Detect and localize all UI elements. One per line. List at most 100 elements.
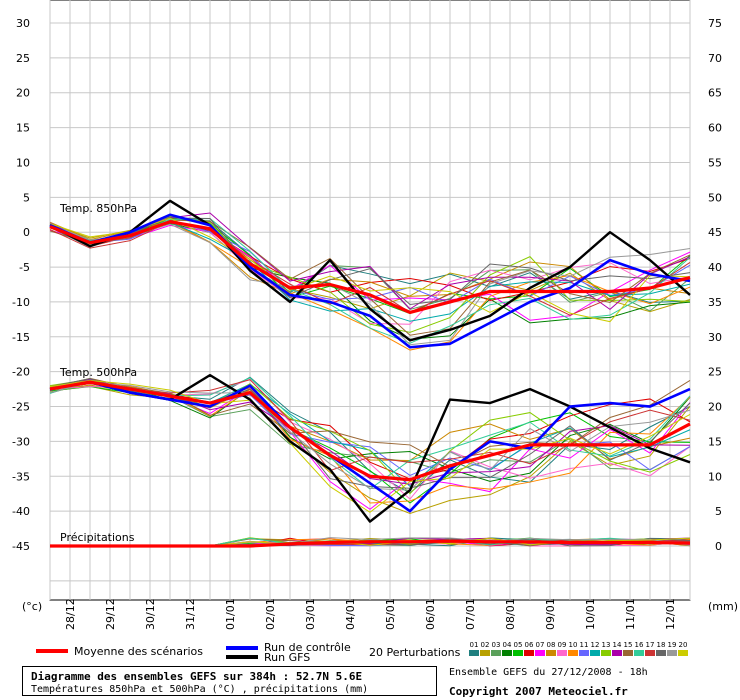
perturbation-swatch — [480, 650, 490, 656]
info-box: Diagramme des ensembles GEFS sur 384h : … — [22, 666, 437, 696]
run-info: Ensemble GEFS du 27/12/2008 - 18h — [449, 667, 648, 678]
left-unit-label: (°c) — [22, 600, 42, 613]
perturbation-number: 07 — [536, 641, 545, 649]
control-run-line-t500 — [49, 380, 691, 513]
right-tick-label: 40 — [708, 261, 722, 274]
perturbation-line — [49, 224, 691, 321]
right-tick-label: 35 — [708, 296, 722, 309]
perturbation-number: 09 — [558, 641, 567, 649]
legend-gfs-label: Run GFS — [264, 651, 310, 664]
perturbation-number: 10 — [569, 641, 578, 649]
left-tick-label: -5 — [19, 261, 30, 274]
perturbation-number: 01 — [470, 641, 479, 649]
perturbation-swatch — [645, 650, 655, 656]
perturbation-swatch — [667, 650, 677, 656]
x-tick-label: 12/01 — [664, 598, 677, 630]
right-tick-label: 10 — [708, 470, 722, 483]
perturbation-swatch — [678, 650, 688, 656]
right-tick-label: 20 — [708, 401, 722, 414]
right-tick-label: 30 — [708, 331, 722, 344]
perturbation-swatch — [502, 650, 512, 656]
legend: Moyenne des scénarios Run de contrôle Ru… — [36, 641, 688, 664]
legend-control-label: Run de contrôle — [264, 641, 351, 654]
left-tick-label: 5 — [23, 191, 30, 204]
copyright: Copyright 2007 Meteociel.fr — [449, 685, 628, 698]
main-series-lines — [49, 199, 691, 548]
left-axis-ticks: 30 25 20 15 10 5 0 -5 -10 -15 -20 -25 -30 -35 -40 -45 — [12, 17, 30, 553]
control-run-line-t850 — [49, 213, 691, 349]
left-tick-label: -10 — [12, 296, 30, 309]
perturbation-swatch — [634, 650, 644, 656]
x-tick-label: 10/01 — [584, 598, 597, 630]
right-tick-label: 5 — [715, 505, 722, 518]
left-tick-label: -20 — [12, 366, 30, 379]
x-tick-label: 02/01 — [264, 598, 277, 630]
right-tick-label: 15 — [708, 435, 722, 448]
perturbation-number: 02 — [481, 641, 490, 649]
perturbation-swatch — [601, 650, 611, 656]
left-tick-label: 0 — [23, 226, 30, 239]
left-tick-label: 20 — [16, 87, 30, 100]
right-tick-label: 60 — [708, 122, 722, 135]
x-tick-label: 28/12 — [64, 598, 77, 630]
perturbation-number: 19 — [668, 641, 677, 649]
x-tick-label: 04/01 — [344, 598, 357, 630]
perturbation-swatch — [469, 650, 479, 656]
perturbation-number: 14 — [613, 641, 622, 649]
right-tick-label: 25 — [708, 366, 722, 379]
perturbation-number: 08 — [547, 641, 556, 649]
perturbation-swatch — [513, 650, 523, 656]
left-tick-label: 30 — [16, 17, 30, 30]
left-tick-label: 10 — [16, 156, 30, 169]
perturbation-number: 15 — [624, 641, 633, 649]
left-tick-label: -40 — [12, 505, 30, 518]
x-tick-label: 30/12 — [144, 598, 157, 630]
perturbation-number: 06 — [525, 641, 534, 649]
x-tick-label: 03/01 — [304, 598, 317, 630]
perturbation-swatch — [656, 650, 666, 656]
mean-line-t850 — [49, 220, 691, 314]
perturbation-swatches: 01 02 03 04 05 06 07 08 09 10 11 12 13 14 15 16 17 18 19 20 — [469, 641, 688, 656]
label-t500: Temp. 500hPa — [59, 366, 137, 379]
perturbation-swatch — [590, 650, 600, 656]
perturbation-swatch — [579, 650, 589, 656]
mean-line-precip — [50, 539, 691, 548]
x-tick-label: 11/01 — [624, 598, 637, 630]
label-t850: Temp. 850hPa — [59, 202, 137, 215]
perturbation-number: 18 — [657, 641, 666, 649]
perturbation-number: 11 — [580, 641, 589, 649]
perturbation-swatch — [546, 650, 556, 656]
left-tick-label: -25 — [12, 401, 30, 414]
x-tick-label: 06/01 — [424, 598, 437, 630]
perturbation-swatch — [612, 650, 622, 656]
left-tick-label: 25 — [16, 52, 30, 65]
info-subtitle: Températures 850hPa et 500hPa (°C) , pré… — [31, 684, 369, 695]
perturbation-number: 04 — [503, 641, 512, 649]
perturbation-number: 20 — [679, 641, 688, 649]
x-tick-label: 08/01 — [504, 598, 517, 630]
perturbation-number: 13 — [602, 641, 611, 649]
info-title: Diagramme des ensembles GEFS sur 384h : … — [31, 670, 363, 683]
right-tick-label: 75 — [708, 17, 722, 30]
x-tick-label: 09/01 — [544, 598, 557, 630]
perturbation-swatch — [491, 650, 501, 656]
left-tick-label: 15 — [16, 122, 30, 135]
perturbation-number: 12 — [591, 641, 600, 649]
perturbation-line — [49, 377, 691, 468]
x-axis-ticks: 28/12 29/12 30/12 31/12 01/01 02/01 03/01 04/01… — [64, 598, 677, 630]
left-tick-label: -15 — [12, 331, 30, 344]
perturbation-swatch — [524, 650, 534, 656]
legend-perturbations-label: 20 Perturbations — [369, 646, 461, 659]
right-tick-label: 0 — [715, 540, 722, 553]
right-unit-label: (mm) — [708, 600, 738, 613]
right-tick-label: 55 — [708, 156, 722, 169]
perturbation-number: 17 — [646, 641, 655, 649]
right-tick-label: 70 — [708, 52, 722, 65]
perturbation-swatch — [623, 650, 633, 656]
perturbation-number: 05 — [514, 641, 523, 649]
label-precip: Précipitations — [60, 531, 135, 544]
grid-lines — [49, 0, 691, 601]
perturbation-number: 16 — [635, 641, 644, 649]
